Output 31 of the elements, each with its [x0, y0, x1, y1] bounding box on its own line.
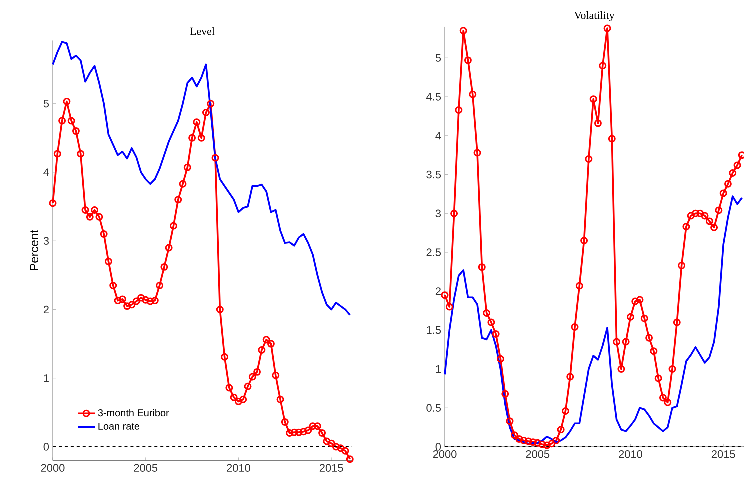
y-tick-label: 3	[44, 237, 50, 245]
line-series	[52, 41, 352, 316]
x-tick-label: 2010	[619, 450, 642, 458]
y-tick-label: 1.5	[427, 326, 442, 334]
y-tick-label: 4.5	[426, 93, 442, 101]
x-tick-label: 2000	[433, 450, 457, 458]
y-tick-label: 1	[44, 374, 49, 382]
y-tick-label: 2	[436, 288, 441, 296]
chart-title: Level	[190, 28, 215, 36]
y-tick-label: 0.5	[426, 404, 442, 412]
x-tick-label: 2005	[134, 464, 158, 472]
y-tick-label: 3	[436, 210, 442, 218]
y-tick-label: 1	[436, 365, 441, 373]
x-tick-label: 2010	[227, 464, 250, 472]
x-tick-label: 2005	[526, 450, 550, 458]
y-tick-label: 0	[44, 443, 50, 451]
y-tick-label: 4	[436, 132, 442, 140]
y-tick-label: 3.5	[426, 170, 442, 179]
chart-title: Volatility	[574, 12, 615, 22]
legend-label: 3-month Euribor	[98, 409, 170, 417]
y-tick-label: 5	[436, 54, 442, 62]
y-axis-title: Percent	[30, 230, 39, 270]
y-tick-label: 0	[436, 443, 442, 451]
legend-label: Loan rate	[98, 422, 140, 430]
y-tick-label: 4	[44, 168, 50, 176]
x-tick-label: 2015	[320, 464, 344, 472]
x-tick-label: 2015	[712, 450, 736, 458]
x-tick-label: 2000	[41, 464, 65, 472]
y-tick-label: 5	[44, 100, 50, 108]
y-tick-label: 2.5	[426, 248, 442, 256]
y-tick-label: 2	[44, 306, 49, 314]
